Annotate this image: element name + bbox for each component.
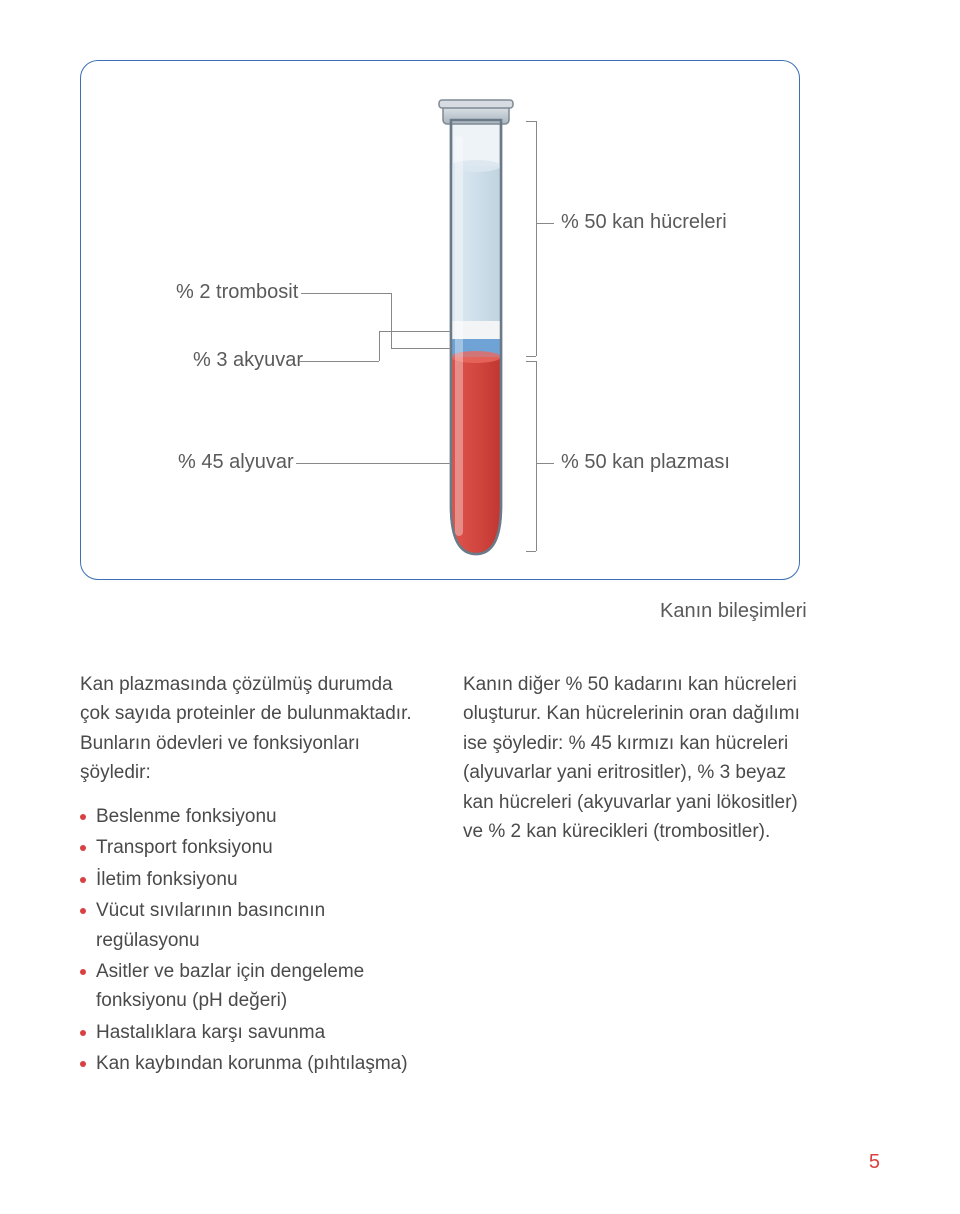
bullet-dot-icon bbox=[80, 1061, 86, 1067]
figure-container: % 2 trombosit % 3 akyuvar % 45 alyuvar %… bbox=[80, 60, 800, 580]
leader bbox=[536, 223, 554, 224]
left-intro-paragraph: Kan plazmasında çözülmüş durumda çok say… bbox=[80, 670, 427, 788]
list-item: Asitler ve bazlar için dengeleme fonksiy… bbox=[80, 957, 427, 1016]
label-plazma: % 50 kan plazması bbox=[561, 451, 730, 474]
list-item: İletim fonksiyonu bbox=[80, 865, 427, 894]
leader bbox=[526, 551, 536, 552]
bullet-text: Hastalıklara karşı savunma bbox=[96, 1018, 427, 1047]
right-column: Kanın diğer % 50 kadarını kan hücreleri … bbox=[463, 670, 810, 1081]
leader bbox=[526, 356, 536, 357]
label-cells-top: % 50 kan hücreleri bbox=[561, 211, 727, 234]
bullet-text: Beslenme fonksiyonu bbox=[96, 802, 427, 831]
leader bbox=[526, 361, 536, 362]
leader bbox=[301, 293, 391, 294]
bullet-text: Transport fonksiyonu bbox=[96, 833, 427, 862]
bullet-dot-icon bbox=[80, 814, 86, 820]
leader bbox=[526, 121, 536, 122]
leader bbox=[379, 331, 380, 361]
bullet-text: Vücut sıvılarının basıncının regülasyonu bbox=[96, 896, 427, 955]
body-columns: Kan plazmasında çözülmüş durumda çok say… bbox=[80, 670, 810, 1081]
leader bbox=[379, 331, 451, 332]
list-item: Beslenme fonksiyonu bbox=[80, 802, 427, 831]
bullet-text: Kan kaybından korunma (pıhtılaşma) bbox=[96, 1049, 427, 1078]
leader bbox=[536, 121, 537, 356]
bullet-list: Beslenme fonksiyonu Transport fonksiyonu… bbox=[80, 802, 427, 1079]
label-alyuvar: % 45 alyuvar bbox=[178, 451, 294, 474]
bullet-text: İletim fonksiyonu bbox=[96, 865, 427, 894]
leader bbox=[299, 361, 379, 362]
figure-caption: Kanın bileşimleri bbox=[660, 600, 807, 623]
list-item: Transport fonksiyonu bbox=[80, 833, 427, 862]
label-akyuvar: % 3 akyuvar bbox=[193, 349, 303, 372]
page-number: 5 bbox=[869, 1151, 880, 1174]
bullet-dot-icon bbox=[80, 1030, 86, 1036]
leader bbox=[536, 361, 537, 551]
leader bbox=[296, 463, 451, 464]
list-item: Hastalıklara karşı savunma bbox=[80, 1018, 427, 1047]
right-paragraph: Kanın diğer % 50 kadarını kan hücreleri … bbox=[463, 670, 810, 847]
leader bbox=[391, 293, 392, 348]
figure-inner: % 2 trombosit % 3 akyuvar % 45 alyuvar %… bbox=[81, 61, 799, 579]
left-column: Kan plazmasında çözülmüş durumda çok say… bbox=[80, 670, 427, 1081]
bullet-dot-icon bbox=[80, 908, 86, 914]
bullet-dot-icon bbox=[80, 877, 86, 883]
leader bbox=[536, 463, 554, 464]
bullet-dot-icon bbox=[80, 845, 86, 851]
list-item: Vücut sıvılarının basıncının regülasyonu bbox=[80, 896, 427, 955]
list-item: Kan kaybından korunma (pıhtılaşma) bbox=[80, 1049, 427, 1078]
label-trombosit: % 2 trombosit bbox=[176, 281, 298, 304]
test-tube-illustration bbox=[421, 86, 531, 566]
bullet-dot-icon bbox=[80, 969, 86, 975]
leader bbox=[391, 348, 451, 349]
bullet-text: Asitler ve bazlar için dengeleme fonksiy… bbox=[96, 957, 427, 1016]
